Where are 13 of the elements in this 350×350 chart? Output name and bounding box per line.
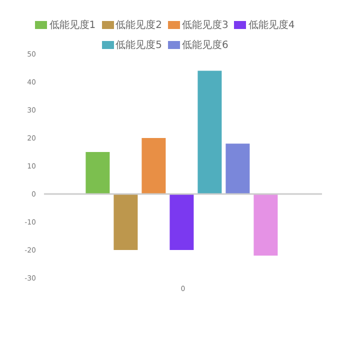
bar [86,152,110,194]
legend-label: 低能见度1 [49,18,96,32]
bar [226,144,250,194]
legend-label: 低能见度2 [116,18,162,32]
bar [254,194,278,256]
legend-label: 低能见度5 [116,38,162,52]
bar [170,194,194,250]
legend-label: 低能见度4 [248,18,295,32]
bar [142,138,166,194]
bar [114,194,138,250]
legend-label: 低能见度3 [182,18,228,32]
bar [198,70,222,194]
legend-label: 低能见度6 [182,38,228,52]
